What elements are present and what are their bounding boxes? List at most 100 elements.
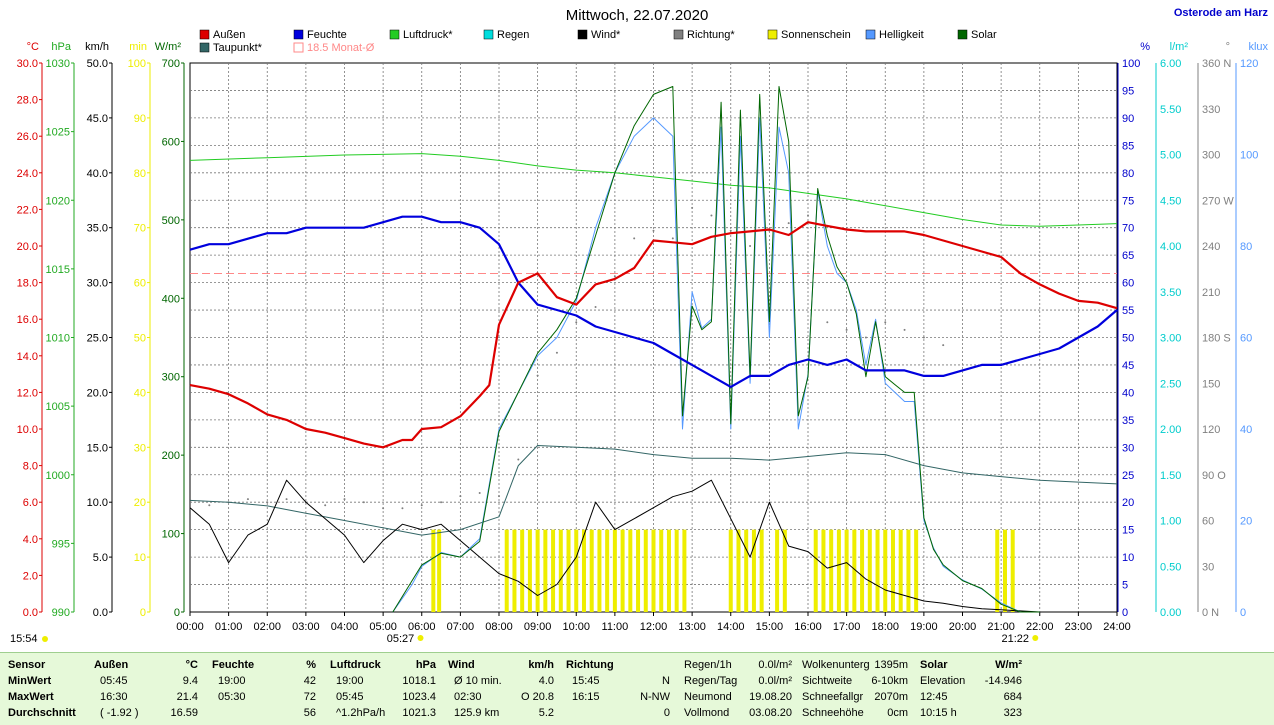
right-tick-label-3-1: 100 <box>1240 150 1258 162</box>
footer-solar-header: Solar <box>920 659 948 671</box>
direction-point-4 <box>285 498 288 501</box>
left-tick-label-0-0: 30.0 <box>17 58 38 70</box>
footer-aussen-value-2: 16.59 <box>170 707 198 719</box>
sunshine-bar-49 <box>1010 529 1015 612</box>
location-label: Osterode am Harz <box>1174 7 1269 19</box>
sunshine-bar-28 <box>744 529 749 612</box>
x-tick-label-14: 14:00 <box>717 621 745 633</box>
direction-point-11 <box>420 504 423 507</box>
footer-richtung-value-0: N <box>662 675 670 687</box>
footer-feuchte-time-0: 19:00 <box>218 675 246 687</box>
left-tick-label-1-4: 1010 <box>46 333 70 345</box>
right-tick-label-0-2: 90 <box>1122 113 1134 125</box>
sunshine-bar-42 <box>883 529 888 612</box>
left-tick-label-0-12: 6.0 <box>23 497 38 509</box>
sunshine-bar-48 <box>1002 529 1007 612</box>
footer-aussen-value-1: 21.4 <box>176 691 198 703</box>
sunshine-bar-4 <box>520 529 525 612</box>
direction-point-28 <box>749 245 752 247</box>
footer-wind-value-2: 5.2 <box>538 707 554 719</box>
footer-druck-value-1: 1023.4 <box>402 691 436 703</box>
right-tick-label-0-13: 35 <box>1122 415 1134 427</box>
right-tick-label-0-1: 95 <box>1122 85 1134 97</box>
x-tick-label-21: 21:00 <box>987 621 1015 633</box>
sunshine-bar-9 <box>558 529 563 612</box>
left-tick-label-4-6: 100 <box>162 529 180 541</box>
sunshine-bar-47 <box>995 529 1000 612</box>
footer-misc2-value-1: 6-10km <box>871 675 908 687</box>
right-tick-label-2-0: 360 N <box>1202 58 1231 70</box>
sunshine-bar-36 <box>836 529 841 612</box>
footer-aussen-value-0: 9.4 <box>182 675 198 687</box>
left-tick-label-4-2: 500 <box>162 215 180 227</box>
left-tick-label-0-11: 8.0 <box>23 461 38 473</box>
pressure-line <box>189 153 1118 227</box>
left-tick-label-1-2: 1020 <box>46 195 70 207</box>
right-tick-label-3-0: 120 <box>1240 58 1258 70</box>
sunshine-bar-0 <box>431 529 436 612</box>
footer-misc-value-3: 03.08.20 <box>749 707 792 719</box>
footer-wind-time-2: 125.9 km <box>454 707 500 719</box>
left-tick-label-3-2: 80 <box>134 168 146 180</box>
footer-row-label-2: Durchschnitt <box>8 707 76 719</box>
left-tick-label-0-15: 0.0 <box>23 607 38 619</box>
left-tick-label-0-14: 2.0 <box>23 570 38 582</box>
right-tick-label-0-17: 15 <box>1122 525 1134 537</box>
right-axis-unit-0: % <box>1140 41 1150 53</box>
right-tick-label-0-20: 0 <box>1122 607 1128 619</box>
direction-point-16 <box>517 458 520 461</box>
footer-row-label-0: MinWert <box>8 675 52 687</box>
direction-point-31 <box>807 214 809 217</box>
footer-misc2-key-2: Schneefallgr <box>802 691 864 703</box>
footer-solar-key-0: Elevation <box>920 675 966 687</box>
direction-point-22 <box>633 237 636 240</box>
right-tick-label-0-3: 85 <box>1122 140 1134 152</box>
solar-line <box>392 86 1040 613</box>
footer-druck-time-0: 19:00 <box>336 675 364 687</box>
right-tick-label-1-0: 6.00 <box>1160 58 1181 70</box>
sunshine-bar-7 <box>543 529 548 612</box>
right-tick-label-1-2: 5.00 <box>1160 150 1181 162</box>
sunshine-bar-40 <box>867 529 872 612</box>
right-tick-label-1-1: 5.50 <box>1160 104 1181 116</box>
footer-header-7: Wind <box>448 659 475 671</box>
left-axis-unit-3: min <box>129 41 147 53</box>
right-tick-label-3-6: 0 <box>1240 607 1246 619</box>
footer-header-2: °C <box>185 659 198 671</box>
direction-point-0 <box>208 504 211 507</box>
sunshine-bar-29 <box>751 529 756 612</box>
x-tick-label-24: 24:00 <box>1103 621 1131 633</box>
direction-point-37 <box>922 336 925 339</box>
legend-label-2: Luftdruck* <box>403 29 453 41</box>
left-tick-label-3-1: 90 <box>134 113 146 125</box>
x-tick-label-0: 00:00 <box>176 621 204 633</box>
right-tick-label-2-12: 0 N <box>1202 607 1219 619</box>
direction-point-20 <box>594 306 597 308</box>
direction-point-30 <box>787 222 790 225</box>
footer-wind-time-0: Ø 10 min. <box>454 675 502 687</box>
footer-misc2-value-2: 2070m <box>874 691 908 703</box>
sunshine-bar-16 <box>612 529 617 612</box>
direction-point-38 <box>942 344 945 347</box>
left-tick-label-3-6: 40 <box>134 387 146 399</box>
direction-point-18 <box>555 351 558 354</box>
left-tick-label-1-6: 1000 <box>46 470 70 482</box>
sunshine-bar-45 <box>906 529 911 612</box>
footer-feuchte-value-2: 56 <box>303 707 316 719</box>
right-tick-label-2-4: 240 <box>1202 241 1220 253</box>
sunshine-bar-17 <box>620 529 625 612</box>
left-tick-label-4-7: 0 <box>174 607 180 619</box>
footer-feuchte-value-0: 42 <box>303 675 316 687</box>
right-axis-unit-3: klux <box>1248 41 1268 53</box>
legend-swatch-7 <box>865 29 876 40</box>
right-tick-label-0-6: 70 <box>1122 223 1134 235</box>
direction-point-7 <box>343 498 346 501</box>
legend-swatch-0 <box>199 29 210 40</box>
right-tick-label-2-5: 210 <box>1202 287 1220 299</box>
x-tick-label-8: 08:00 <box>485 621 513 633</box>
sunshine-bar-2 <box>504 529 509 612</box>
footer-druck-time-1: 05:45 <box>336 691 364 703</box>
footer-richtung-time-0: 15:45 <box>572 675 600 687</box>
legend-swatch-10 <box>293 42 304 53</box>
right-tick-label-2-2: 300 <box>1202 150 1220 162</box>
